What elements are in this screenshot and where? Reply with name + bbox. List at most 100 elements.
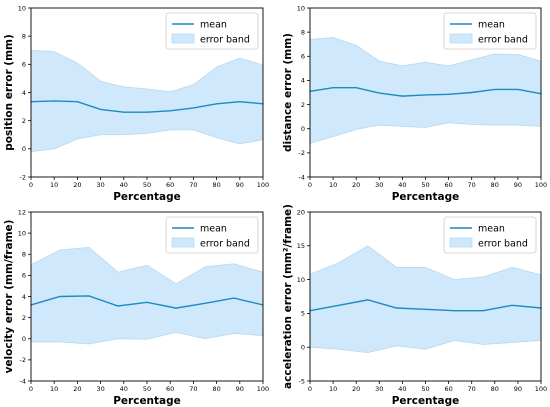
mean-point (53, 100, 55, 102)
legend-band-swatch (449, 237, 473, 248)
mean-point (424, 308, 427, 310)
mean-point (146, 301, 148, 303)
x-axis-label: Percentage (113, 395, 181, 407)
x-tick-label: 70 (468, 181, 476, 189)
mean-point (338, 304, 340, 306)
mean-point (88, 295, 90, 297)
y-tick-label: 15 (297, 242, 305, 250)
legend-label-error-band: error band (200, 239, 250, 250)
legend-band-swatch (171, 33, 195, 44)
legend: mean error band (165, 216, 259, 254)
x-tick-label: 100 (535, 385, 547, 393)
chart-panel-2: 0 10 20 30 40 50 60 70 80 90 100 -4 -2 0 2 4 6 8 10 Percent… (282, 4, 547, 203)
y-tick-label: -2 (20, 356, 26, 364)
legend-label-mean: mean (200, 20, 227, 31)
mean-point (482, 310, 484, 312)
x-tick-label: 60 (444, 385, 452, 393)
y-tick-label: 10 (18, 229, 26, 237)
y-tick-label: 2 (22, 117, 26, 125)
x-tick-label: 100 (257, 385, 269, 393)
mean-point (146, 111, 148, 113)
y-tick-label: 0 (301, 125, 305, 133)
y-tick-label: 12 (18, 208, 26, 216)
y-tick-label: 4 (22, 89, 26, 97)
mean-point (448, 93, 450, 95)
legend: mean error band (443, 216, 537, 254)
x-tick-label: 80 (491, 385, 499, 393)
legend: mean error band (165, 12, 259, 50)
x-tick-label: 60 (444, 181, 452, 189)
x-tick-label: 100 (257, 181, 269, 189)
mean-point (216, 103, 218, 105)
y-tick-label: 2 (301, 101, 305, 109)
x-tick-label: 50 (143, 385, 151, 393)
legend-label-error-band: error band (478, 239, 528, 250)
x-tick-label: 0 (308, 181, 312, 189)
legend-label-mean: mean (478, 20, 505, 31)
mean-point (511, 304, 513, 306)
mean-point (378, 92, 380, 94)
mean-point (332, 87, 334, 89)
x-tick-label: 50 (421, 181, 429, 189)
y-axis-label: acceleration error (mm²/frame) (282, 204, 294, 389)
legend-band-swatch (171, 237, 195, 248)
y-tick-label: 8 (22, 32, 26, 40)
x-tick-label: 30 (375, 181, 383, 189)
x-tick-label: 40 (398, 385, 406, 393)
mean-point (59, 295, 61, 298)
mean-point (175, 307, 177, 309)
y-tick-label: 20 (297, 208, 305, 216)
y-tick-label: 10 (297, 4, 305, 12)
mean-point (471, 91, 473, 94)
legend-label-error-band: error band (478, 35, 528, 46)
mean-point (367, 299, 369, 301)
x-tick-label: 20 (73, 181, 81, 189)
mean-point (117, 305, 119, 307)
x-tick-label: 50 (143, 181, 151, 189)
x-tick-label: 70 (189, 181, 197, 189)
x-tick-label: 60 (166, 385, 174, 393)
x-tick-label: 10 (329, 181, 337, 189)
y-tick-label: 0 (22, 145, 26, 153)
x-tick-label: 0 (29, 385, 33, 393)
chart-panel-1: 0 10 20 30 40 50 60 70 80 90 100-20246810Percentag… (3, 4, 269, 203)
mean-point (517, 88, 519, 91)
y-tick-label: -2 (20, 173, 26, 181)
y-tick-label: 2 (22, 314, 26, 322)
x-tick-label: 30 (96, 181, 104, 189)
x-tick-label: 10 (329, 385, 337, 393)
mean-point (123, 111, 125, 113)
mean-point (401, 95, 403, 97)
error-band-area (309, 37, 542, 144)
x-tick-label: 20 (352, 181, 360, 189)
x-tick-label: 90 (514, 181, 522, 189)
mean-point (453, 310, 455, 312)
legend-label-mean: mean (200, 224, 227, 235)
x-tick-label: 80 (212, 385, 220, 393)
mean-point (494, 88, 496, 91)
legend: mean error band (443, 12, 537, 50)
y-tick-label: 5 (301, 310, 305, 318)
x-tick-label: 0 (29, 181, 33, 189)
mean-point (100, 108, 102, 110)
mean-point (169, 110, 171, 112)
y-tick-label: 0 (301, 344, 305, 352)
y-tick-label: 6 (22, 61, 26, 69)
y-tick-label: 8 (301, 28, 305, 36)
x-tick-label: 0 (308, 385, 312, 393)
y-tick-label: 8 (22, 251, 26, 259)
y-tick-label: 6 (301, 53, 305, 61)
legend-label-mean: mean (478, 224, 505, 235)
x-tick-label: 70 (468, 385, 476, 393)
x-tick-label: 90 (236, 181, 244, 189)
x-tick-label: 100 (535, 181, 547, 189)
y-tick-label: 4 (301, 77, 305, 85)
x-tick-label: 80 (491, 181, 499, 189)
mean-point (239, 101, 241, 103)
chart-panel-3: 0 10 20 30 40 50 60 70 80 90 100 -4 -2 0 2 4 6 8 10 12 Perce… (3, 208, 269, 407)
y-tick-label: 10 (297, 276, 305, 284)
error-band-area (309, 245, 542, 354)
x-tick-label: 30 (375, 385, 383, 393)
x-tick-label: 50 (421, 385, 429, 393)
